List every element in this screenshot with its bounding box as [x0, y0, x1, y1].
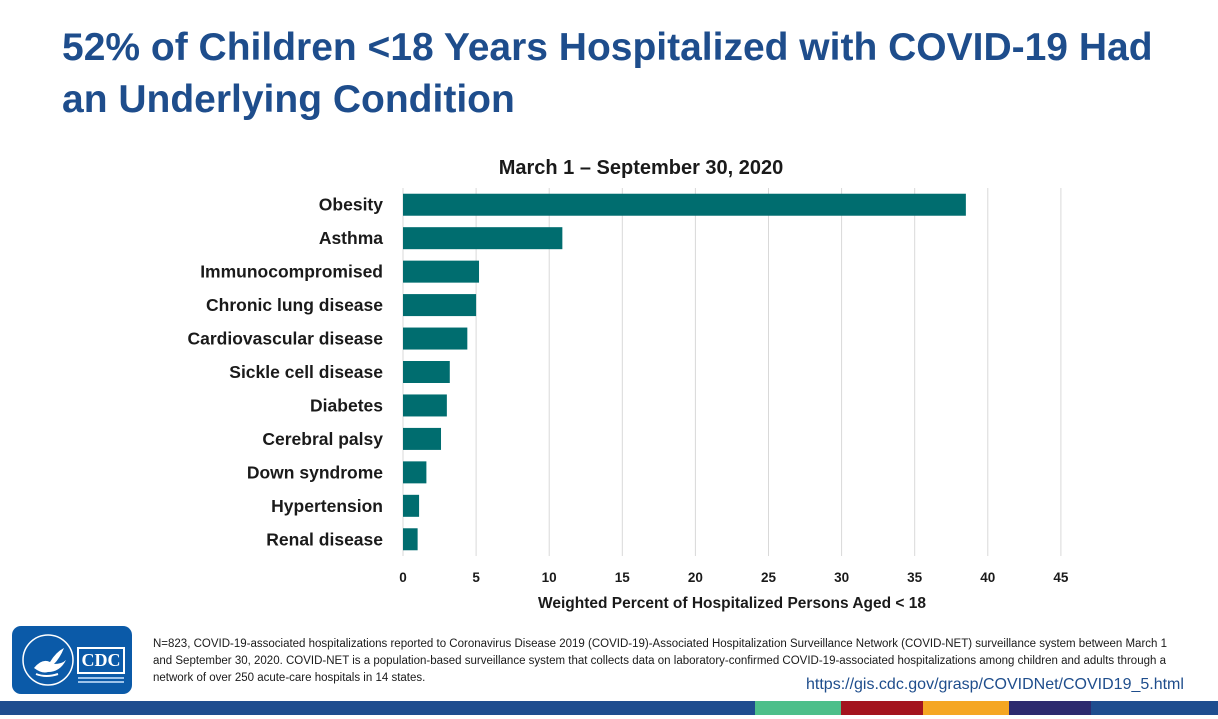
x-tick-label: 30 — [834, 570, 849, 585]
category-label: Asthma — [319, 228, 383, 248]
bars — [403, 193, 966, 551]
category-label: Chronic lung disease — [206, 295, 383, 315]
category-labels: Obesity Asthma Immunocompromised Chronic lu… — [187, 195, 383, 550]
category-label: Diabetes — [310, 395, 383, 415]
x-tick-label: 5 — [472, 570, 480, 585]
chart-title: March 1 – September 30, 2020 — [499, 157, 784, 179]
x-tick-label: 25 — [761, 570, 777, 585]
footer-bar-segment — [0, 701, 755, 715]
logo-subtext-lines — [78, 677, 124, 679]
category-label: Immunocompromised — [200, 262, 383, 282]
bar — [403, 361, 450, 383]
cdc-logo: CDC — [12, 626, 132, 694]
x-axis-label: Weighted Percent of Hospitalized Persons… — [538, 595, 926, 612]
category-label: Renal disease — [266, 529, 383, 549]
bar — [403, 327, 468, 350]
x-tick-labels: 0 5 10 15 20 25 30 35 40 45 — [399, 570, 1069, 585]
footer-bar-segment — [841, 701, 923, 715]
footer-color-bar — [0, 701, 1218, 715]
slide-title: 52% of Children <18 Years Hospitalized w… — [62, 26, 1153, 121]
category-label: Cardiovascular disease — [187, 329, 383, 349]
x-tick-label: 40 — [980, 570, 995, 585]
x-tick-label: 45 — [1053, 570, 1069, 585]
hhs-eagle-icon — [22, 634, 74, 686]
gridlines — [402, 188, 1062, 556]
source-link[interactable]: https://gis.cdc.gov/grasp/COVIDNet/COVID… — [806, 676, 1184, 693]
footer-bar-segment — [1091, 701, 1218, 715]
category-label: Hypertension — [271, 496, 383, 516]
footnote: N=823, COVID-19-associated hospitalizati… — [153, 638, 1168, 684]
category-label: Down syndrome — [247, 462, 383, 482]
bar — [403, 294, 477, 317]
bar-chart: March 1 – September 30, 2020 Obesity Asth… — [187, 157, 1069, 612]
category-label: Obesity — [319, 195, 383, 215]
x-tick-label: 20 — [688, 570, 703, 585]
bar — [403, 528, 418, 551]
cdc-wordmark: CDC — [77, 647, 125, 674]
footer-bar-segment — [1009, 701, 1091, 715]
category-label: Sickle cell disease — [229, 362, 383, 382]
x-tick-label: 35 — [907, 570, 923, 585]
bar — [403, 227, 563, 250]
bar — [403, 427, 442, 450]
bar — [403, 494, 420, 517]
footer-bar-segment — [923, 701, 1009, 715]
bar — [403, 193, 966, 216]
x-tick-label: 15 — [615, 570, 631, 585]
category-label: Cerebral palsy — [262, 429, 383, 449]
footer-bar-segment — [755, 701, 841, 715]
bar — [403, 394, 447, 417]
x-tick-label: 10 — [542, 570, 557, 585]
x-tick-label: 0 — [399, 570, 407, 585]
bar — [403, 260, 480, 283]
bar — [403, 461, 427, 484]
